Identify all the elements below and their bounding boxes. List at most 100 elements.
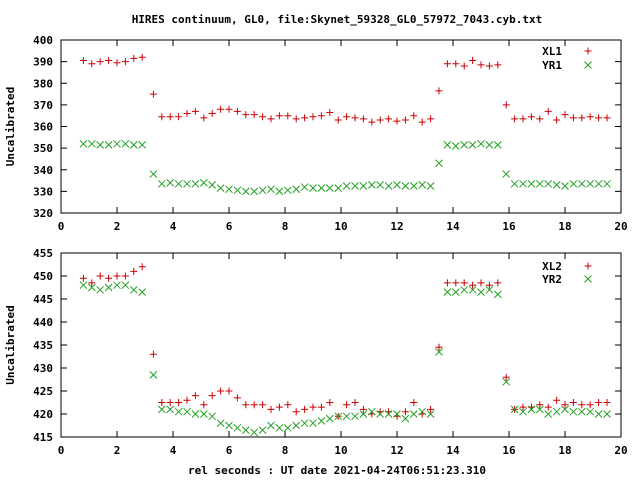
data-point [527, 405, 536, 414]
data-point [149, 170, 158, 178]
data-point [149, 350, 157, 358]
legend-label: YR2 [542, 273, 562, 286]
data-point [384, 410, 393, 418]
y-tick-label: 380 [33, 77, 53, 90]
data-point [401, 116, 409, 124]
data-point [258, 426, 267, 434]
data-point [460, 141, 469, 149]
y-axis-label: Uncalibrated [4, 87, 17, 166]
y-tick-label: 435 [33, 339, 53, 352]
data-point [113, 281, 121, 290]
x-tick-label: 10 [334, 220, 347, 233]
data-point [410, 399, 418, 406]
data-point [603, 179, 611, 188]
data-point [544, 107, 552, 115]
data-point [191, 392, 199, 400]
data-point [309, 403, 317, 411]
x-tick-label: 14 [446, 220, 460, 233]
data-point [502, 377, 511, 386]
legend-marker [584, 61, 592, 69]
data-point [427, 115, 435, 123]
series-xl1 [79, 53, 611, 126]
data-point [121, 58, 129, 66]
data-point [166, 405, 175, 414]
data-point [552, 181, 561, 189]
data-point [317, 112, 325, 120]
x-tick-label: 18 [558, 444, 571, 457]
data-point [241, 426, 250, 434]
y-tick-label: 400 [33, 34, 53, 47]
data-point [536, 401, 544, 409]
y-tick-label: 340 [33, 164, 53, 177]
data-point [603, 399, 611, 406]
data-point [519, 179, 527, 188]
data-point [217, 387, 225, 395]
data-point [443, 288, 452, 296]
data-point [326, 399, 334, 406]
data-point [510, 405, 519, 414]
data-point [418, 118, 426, 126]
legend-label: YR1 [542, 59, 562, 72]
data-point [292, 408, 300, 416]
data-point [418, 407, 427, 416]
data-point [359, 182, 368, 190]
x-tick-label: 14 [446, 444, 460, 457]
data-point [174, 407, 183, 416]
data-point [393, 181, 401, 189]
data-point [96, 285, 105, 294]
data-point [460, 62, 468, 70]
y-tick-label: 445 [33, 293, 53, 306]
x-tick-label: 16 [502, 220, 516, 233]
data-point [225, 185, 233, 194]
data-point [208, 392, 216, 400]
data-point [216, 419, 225, 428]
x-tick-label: 2 [114, 220, 121, 233]
data-point [544, 179, 553, 188]
data-point [477, 288, 485, 296]
data-point [577, 407, 586, 416]
data-point [309, 419, 317, 428]
data-point [511, 115, 519, 123]
data-point [586, 407, 595, 416]
data-point [309, 113, 317, 121]
data-point [493, 141, 502, 149]
data-point [317, 417, 326, 425]
x-tick-label: 4 [170, 444, 177, 457]
data-point [359, 405, 367, 413]
data-point [544, 403, 552, 411]
y-tick-label: 455 [33, 247, 53, 260]
data-point [577, 179, 586, 188]
bottom-panel: 415 420 425 430 435 440 445 450 455 0 2 4 6 8 10 12 14 16… [4, 247, 628, 457]
data-point [502, 170, 511, 178]
legend-label: XL2 [542, 260, 562, 273]
data-point [569, 407, 578, 416]
data-point [469, 57, 477, 65]
data-point [183, 110, 191, 118]
data-point [105, 274, 113, 282]
data-point [174, 179, 183, 188]
data-point [510, 179, 519, 188]
data-point [401, 182, 410, 190]
data-point [183, 396, 191, 404]
data-point [104, 141, 113, 149]
y-tick-label: 320 [33, 207, 53, 220]
data-point [368, 118, 376, 126]
data-point [435, 348, 443, 356]
data-point [561, 401, 569, 409]
data-point [443, 60, 451, 68]
data-point [225, 387, 233, 395]
legend-marker [584, 47, 592, 55]
data-point [376, 181, 385, 189]
data-point [149, 90, 157, 98]
data-point [595, 114, 603, 122]
data-point [325, 414, 334, 423]
data-point [208, 412, 217, 421]
data-point [96, 141, 105, 149]
data-point [351, 399, 359, 406]
data-point [519, 115, 527, 123]
data-point [267, 115, 275, 123]
x-tick-label: 12 [390, 220, 403, 233]
y-tick-label: 390 [33, 56, 53, 69]
data-point [158, 399, 166, 406]
